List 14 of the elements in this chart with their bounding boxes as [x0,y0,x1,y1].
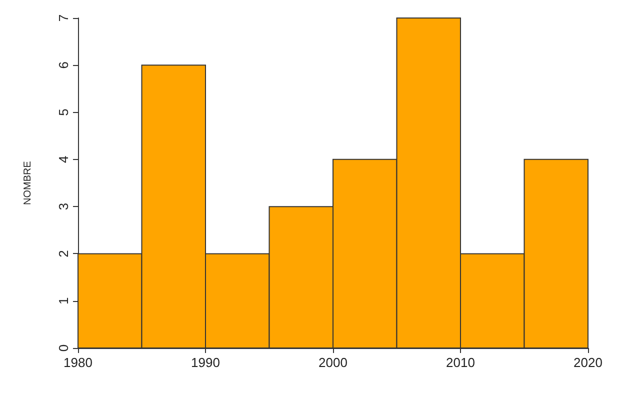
y-tick-label: 1 [56,297,71,304]
y-axis-title: NOMBRE [22,160,34,205]
y-tick-label: 3 [56,202,71,210]
y-tick-label: 0 [56,344,71,352]
y-tick-label: 2 [56,250,71,258]
x-tick-label: 2000 [318,355,348,370]
y-tick-label: 7 [56,14,71,22]
x-tick-label: 1980 [64,355,92,370]
x-tick-label: 1990 [191,355,220,370]
y-tick-label: 5 [56,108,71,116]
y-tick-label: 4 [56,156,71,164]
x-tick-label: 2020 [574,355,602,370]
y-tick-label: 6 [56,62,71,69]
x-tick-label: 2010 [446,355,475,370]
